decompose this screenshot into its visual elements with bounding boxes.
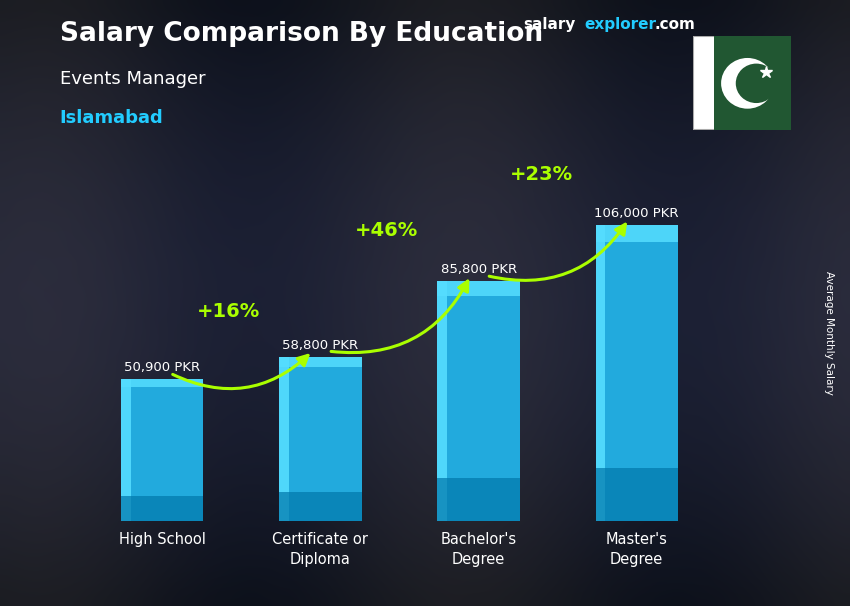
Text: .com: .com [654,17,695,32]
Bar [714,36,791,130]
Text: +46%: +46% [355,221,418,241]
Text: Islamabad: Islamabad [60,109,163,127]
Text: +16%: +16% [197,302,260,321]
Bar [122,496,203,521]
Text: 106,000 PKR: 106,000 PKR [594,207,679,219]
Text: salary: salary [523,17,575,32]
Circle shape [721,58,774,108]
Bar [438,281,447,521]
Bar [596,225,677,242]
Text: Average Monthly Salary: Average Monthly Salary [824,271,834,395]
Text: 85,800 PKR: 85,800 PKR [440,263,517,276]
Text: Salary Comparison By Education: Salary Comparison By Education [60,21,542,47]
Circle shape [736,64,777,103]
Text: Events Manager: Events Manager [60,70,205,88]
Bar [438,478,519,521]
Text: 50,900 PKR: 50,900 PKR [124,361,201,374]
Bar [438,281,519,521]
Bar [438,281,519,296]
Text: 58,800 PKR: 58,800 PKR [282,339,359,351]
Bar [596,468,677,521]
Bar [280,357,361,521]
Bar [122,379,203,521]
Bar [122,379,203,387]
Bar [280,357,289,521]
Bar [280,491,361,521]
Text: explorer: explorer [585,17,657,32]
Bar [280,357,361,367]
Bar [596,225,677,521]
Bar [596,225,605,521]
Bar [122,379,131,521]
Text: +23%: +23% [510,165,574,184]
